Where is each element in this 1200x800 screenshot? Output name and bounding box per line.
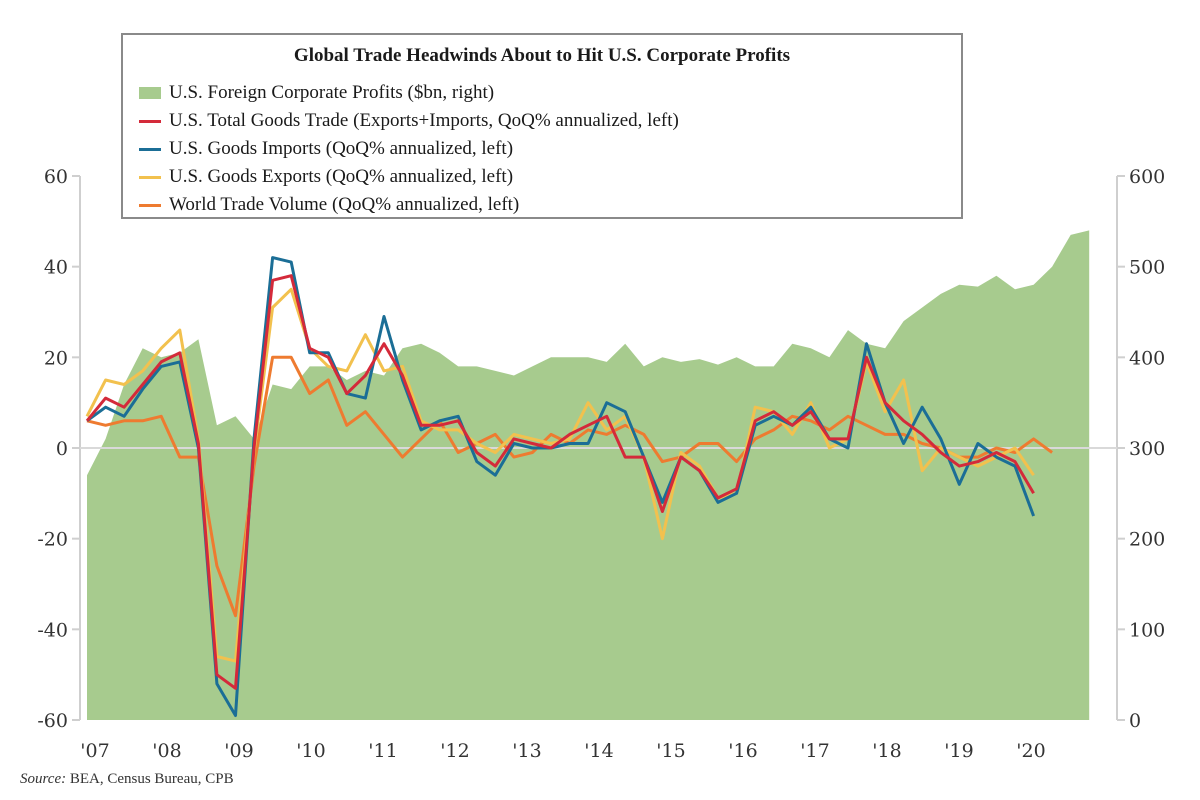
x-tick-label: '19 [944,740,973,762]
x-tick-label: '18 [872,740,901,762]
line-series-1 [85,274,1035,690]
right-tick-label: 600 [1129,166,1165,188]
area-foreign-corporate-profits [87,230,1090,720]
legend-swatch-area [139,87,161,99]
x-tick-label: '15 [656,740,685,762]
legend-swatch-line [139,119,161,123]
x-tick-label: '16 [728,740,757,762]
x-tick-label: '13 [512,740,541,762]
right-tick-label: 200 [1129,529,1165,551]
legend-item-foreign-profits: U.S. Foreign Corporate Profits ($bn, rig… [139,79,494,107]
legend-item-total-goods-trade: U.S. Total Goods Trade (Exports+Imports,… [139,107,679,135]
right-tick-label: 300 [1129,438,1165,460]
left-tick-label: -20 [37,529,68,551]
legend-swatch-line [139,203,161,207]
x-tick-label: '14 [584,740,613,762]
legend-label: U.S. Total Goods Trade (Exports+Imports,… [169,110,679,131]
left-tick-label: -40 [37,619,68,641]
x-tick-label: '20 [1016,740,1045,762]
right-tick-label: 100 [1129,619,1165,641]
source-note: Source: BEA, Census Bureau, CPB [20,771,234,788]
x-tick-label: '12 [440,740,469,762]
legend-item-goods-exports: U.S. Goods Exports (QoQ% annualized, lef… [139,163,513,191]
legend-label: U.S. Goods Exports (QoQ% annualized, lef… [169,166,514,187]
legend: Global Trade Headwinds About to Hit U.S.… [121,33,963,219]
right-tick-label: 500 [1129,257,1165,279]
source-label: Source: [20,771,67,787]
x-tick-label: '10 [296,740,325,762]
legend-item-world-trade: World Trade Volume (QoQ% annualized, lef… [139,191,519,219]
right-tick-label: 400 [1129,347,1165,369]
x-tick-label: '09 [224,740,253,762]
legend-label: U.S. Goods Imports (QoQ% annualized, lef… [169,138,514,159]
right-tick-label: 0 [1129,710,1141,732]
left-tick-label: 0 [56,438,68,460]
legend-label: U.S. Foreign Corporate Profits ($bn, rig… [169,82,495,103]
x-tick-label: '11 [368,740,397,762]
source-text: BEA, Census Bureau, CPB [69,771,234,787]
left-tick-label: 20 [44,347,68,369]
legend-label: World Trade Volume (QoQ% annualized, lef… [169,194,520,215]
x-tick-label: '17 [800,740,829,762]
chart-title: Global Trade Headwinds About to Hit U.S.… [293,45,791,66]
lines-layer [85,256,1053,717]
x-tick-label: '08 [152,740,181,762]
left-tick-label: 40 [44,257,68,279]
left-tick-label: -60 [37,710,68,732]
area-layer [87,230,1090,720]
labels-layer: 6040200-20-40-606005004003002001000'07'0… [37,166,1165,762]
legend-item-goods-imports: U.S. Goods Imports (QoQ% annualized, lef… [139,135,513,163]
legend-swatch-line [139,147,161,151]
left-tick-label: 60 [44,166,68,188]
x-tick-label: '07 [80,740,109,762]
legend-swatch-line [139,175,161,179]
